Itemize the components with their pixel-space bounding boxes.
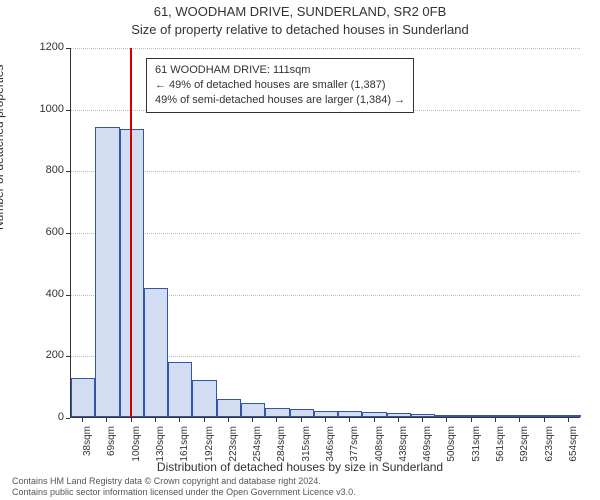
annotation-box: 61 WOODHAM DRIVE: 111sqm← 49% of detache… [146,58,414,113]
x-tick-label: 654sqm [568,426,579,476]
x-tick-label: 408sqm [374,426,385,476]
x-tick-mark [544,418,545,422]
histogram-bar [95,127,119,417]
y-tick-mark [66,295,70,296]
x-tick-label: 500sqm [446,426,457,476]
histogram-bar [435,415,459,417]
y-tick-label: 200 [24,349,64,361]
x-tick-mark [82,418,83,422]
x-tick-mark [374,418,375,422]
x-tick-mark [422,418,423,422]
y-tick-label: 0 [24,411,64,423]
x-tick-label: 192sqm [204,426,215,476]
gridline [71,171,580,172]
y-axis-label: Number of detached properties [0,65,6,230]
x-tick-label: 623sqm [544,426,555,476]
histogram-bar [362,412,386,417]
histogram-bar [217,399,241,418]
annotation-line: ← 49% of detached houses are smaller (1,… [155,78,405,93]
y-tick-label: 1000 [24,103,64,115]
reference-line [130,48,132,417]
x-tick-label: 161sqm [179,426,190,476]
x-tick-mark [179,418,180,422]
footer-line-1: Contains HM Land Registry data © Crown c… [12,476,356,487]
plot-area: 61 WOODHAM DRIVE: 111sqm← 49% of detache… [70,48,580,418]
x-tick-label: 346sqm [325,426,336,476]
x-tick-mark [131,418,132,422]
y-tick-label: 400 [24,288,64,300]
x-tick-mark [349,418,350,422]
histogram-bar [120,129,144,417]
histogram-bar [168,362,192,418]
x-tick-mark [471,418,472,422]
annotation-line: 49% of semi-detached houses are larger (… [155,93,405,108]
histogram-bar [144,288,168,418]
x-tick-mark [204,418,205,422]
x-tick-label: 223sqm [228,426,239,476]
histogram-bar [338,411,362,417]
gridline [71,233,580,234]
histogram-bar [241,403,265,417]
histogram-bar [290,409,314,417]
x-tick-label: 469sqm [422,426,433,476]
y-tick-mark [66,418,70,419]
histogram-bar [484,415,508,417]
y-tick-mark [66,171,70,172]
x-tick-mark [106,418,107,422]
x-tick-mark [568,418,569,422]
histogram-bar [557,415,581,417]
x-tick-label: 377sqm [349,426,360,476]
x-tick-label: 38sqm [82,426,93,476]
x-tick-mark [495,418,496,422]
x-tick-label: 315sqm [301,426,312,476]
footer-line-2: Contains public sector information licen… [12,487,356,498]
y-tick-mark [66,48,70,49]
histogram-bar [532,415,556,417]
histogram-bar [192,380,216,417]
x-tick-mark [155,418,156,422]
x-tick-mark [301,418,302,422]
x-tick-label: 130sqm [155,426,166,476]
footer-attribution: Contains HM Land Registry data © Crown c… [12,476,356,498]
y-tick-label: 1200 [24,41,64,53]
x-tick-label: 561sqm [495,426,506,476]
x-tick-mark [276,418,277,422]
x-tick-label: 100sqm [131,426,142,476]
histogram-bar [314,411,338,417]
histogram-bar [460,415,484,417]
histogram-bar [387,413,411,417]
y-tick-mark [66,356,70,357]
y-tick-mark [66,233,70,234]
x-tick-label: 254sqm [252,426,263,476]
histogram-bar [71,378,95,417]
gridline [71,48,580,49]
chart-subtitle: Size of property relative to detached ho… [0,22,600,37]
histogram-bar [508,415,532,417]
x-tick-label: 284sqm [276,426,287,476]
y-tick-label: 600 [24,226,64,238]
x-tick-mark [446,418,447,422]
y-tick-mark [66,110,70,111]
histogram-bar [265,408,289,417]
x-tick-mark [228,418,229,422]
x-tick-label: 592sqm [519,426,530,476]
x-tick-label: 531sqm [471,426,482,476]
x-tick-mark [398,418,399,422]
x-tick-mark [519,418,520,422]
x-tick-label: 69sqm [106,426,117,476]
x-tick-mark [252,418,253,422]
histogram-bar [411,414,435,417]
chart-title: 61, WOODHAM DRIVE, SUNDERLAND, SR2 0FB [0,4,600,19]
x-tick-mark [325,418,326,422]
annotation-line: 61 WOODHAM DRIVE: 111sqm [155,63,405,78]
x-tick-label: 438sqm [398,426,409,476]
y-tick-label: 800 [24,164,64,176]
